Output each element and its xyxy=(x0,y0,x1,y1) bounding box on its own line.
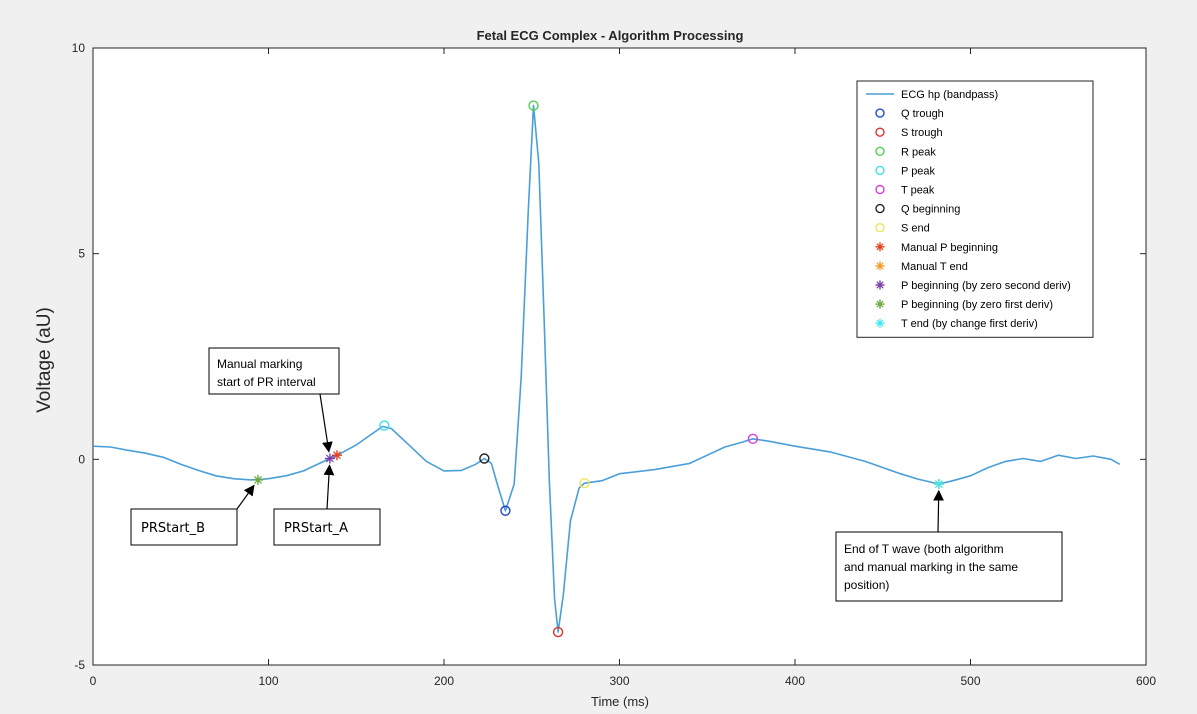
manual-p-beginning-marker xyxy=(331,450,342,461)
end-of-t-wave-callout-text: position) xyxy=(844,578,889,592)
legend-swatch-manual-p-beginning-d2 xyxy=(876,243,884,251)
t-end-by-change-first-deriv-marker-d2 xyxy=(934,480,943,488)
x-tick-label: 0 xyxy=(90,674,97,688)
x-tick-label: 500 xyxy=(960,674,980,688)
x-tick-label: 200 xyxy=(434,674,454,688)
p-peak-marker xyxy=(379,420,390,431)
x-tick-label: 100 xyxy=(258,674,278,688)
end-of-t-wave-callout-text: End of T wave (both algorithm xyxy=(844,542,1004,556)
manual-marking-callout-arrow xyxy=(319,393,333,453)
legend-swatch-p-peak xyxy=(875,165,885,176)
prstart-a-label-text: PRStart_A xyxy=(284,521,348,536)
legend-swatch-q-beginning xyxy=(875,203,885,214)
prstart-a-label: PRStart_A xyxy=(273,464,381,546)
legend-entry-q-trough: Q trough xyxy=(901,108,944,120)
legend-entry-t-end-by-change-first-deriv: T end (by change first deriv) xyxy=(901,318,1038,330)
r-peak-marker xyxy=(528,100,539,111)
end-of-t-wave-callout: End of T wave (both algorithm and manual … xyxy=(835,489,1063,602)
chart-title: Fetal ECG Complex - Algorithm Processing xyxy=(477,28,744,43)
legend-swatch-p-beginning-by-zero-second-deriv xyxy=(875,280,885,290)
p-beginning-by-zero-second-deriv-marker xyxy=(324,453,335,464)
legend-swatch-manual-p-beginning xyxy=(875,242,885,252)
manual-p-beginning-marker-d2 xyxy=(333,451,341,460)
prstart-b-label-arrow xyxy=(236,484,255,510)
legend-swatch-q-trough xyxy=(875,108,885,118)
t-end-by-change-first-deriv-marker xyxy=(933,479,944,490)
x-tick-label: 300 xyxy=(609,674,629,688)
legend-entry-manual-p-beginning: Manual P beginning xyxy=(901,242,998,254)
y-tick-label: 0 xyxy=(78,452,85,466)
t-peak-marker xyxy=(747,433,759,444)
manual-marking-callout-text: start of PR interval xyxy=(217,375,316,389)
legend-entry-p-peak: P peak xyxy=(901,165,936,177)
legend-swatch-t-end-by-change-first-deriv xyxy=(875,318,885,328)
legend-swatch-t-end-by-change-first-deriv-d2 xyxy=(876,319,884,327)
legend-swatch-manual-t-end xyxy=(875,261,885,271)
prstart-a-label-arrow xyxy=(323,464,335,510)
legend-swatch-r-peak xyxy=(875,146,885,157)
p-beginning-by-zero-first-deriv-marker-d2 xyxy=(254,475,262,484)
x-tick-label: 400 xyxy=(785,674,805,688)
series-layer xyxy=(92,100,1121,638)
x-axis-label: Time (ms) xyxy=(591,694,649,709)
x-tick-label: 600 xyxy=(1136,674,1156,688)
s-end-marker xyxy=(579,477,590,489)
y-tick-label: 10 xyxy=(72,41,86,55)
legend-swatch-p-beginning-by-zero-first-deriv-d2 xyxy=(876,300,884,308)
legend-swatch-s-trough xyxy=(875,127,885,137)
prstart-b-label-text: PRStart_B xyxy=(141,521,205,536)
legend: ECG hp (bandpass) Q trough S trough R peak P… xyxy=(856,80,1094,338)
legend-swatch-manual-t-end-d2 xyxy=(876,262,884,270)
manual-marking-callout-text: Manual marking xyxy=(217,357,302,371)
y-axis-label: Voltage (aU) xyxy=(34,307,55,413)
prstart-b-label: PRStart_B xyxy=(130,484,255,546)
s-trough-marker xyxy=(552,626,564,638)
legend-entry-r-peak: R peak xyxy=(901,146,936,158)
end-of-t-wave-callout-text: and manual marking in the same xyxy=(844,560,1018,574)
legend-entry-s-end: S end xyxy=(901,223,930,235)
p-beginning-by-zero-second-deriv-marker-d2 xyxy=(326,454,334,463)
prstart-a-label-box xyxy=(273,508,381,546)
legend-swatch-s-end xyxy=(875,222,885,233)
end-of-t-wave-callout-arrow xyxy=(933,489,944,533)
axis-ticks: 0 100 200 300 400 500 600 -5 0 5 10 xyxy=(72,41,1157,688)
legend-entry-ecg-hp-bandpass: ECG hp (bandpass) xyxy=(901,89,998,101)
legend-swatch-p-beginning-by-zero-first-deriv xyxy=(875,299,885,309)
p-beginning-by-zero-first-deriv-marker xyxy=(252,474,263,485)
legend-entry-t-peak: T peak xyxy=(901,185,935,197)
legend-box xyxy=(856,80,1094,338)
legend-entry-p-beginning-by-zero-first-deriv: P beginning (by zero first deriv) xyxy=(901,299,1053,311)
ecg-hp-bandpass-line xyxy=(92,104,1121,633)
manual-marking-callout: Manual marking start of PR interval xyxy=(208,347,340,453)
manual-marking-callout-box xyxy=(208,347,340,395)
q-trough-marker xyxy=(500,505,511,516)
annotations: Manual marking start of PR interval PRStar… xyxy=(130,347,1063,602)
legend-entry-p-beginning-by-zero-second-deriv: P beginning (by zero second deriv) xyxy=(901,280,1071,292)
end-of-t-wave-callout-box xyxy=(835,531,1063,602)
legend-entry-manual-t-end: Manual T end xyxy=(901,261,968,273)
legend-swatch-t-peak xyxy=(875,184,885,195)
prstart-b-label-box xyxy=(130,508,238,546)
legend-entry-s-trough: S trough xyxy=(901,127,943,139)
legend-swatch-p-beginning-by-zero-second-deriv-d2 xyxy=(876,281,884,289)
y-tick-label: 5 xyxy=(78,247,85,261)
q-beginning-marker xyxy=(479,453,490,464)
y-tick-label: -5 xyxy=(74,658,85,672)
legend-entry-q-beginning: Q beginning xyxy=(901,204,960,216)
